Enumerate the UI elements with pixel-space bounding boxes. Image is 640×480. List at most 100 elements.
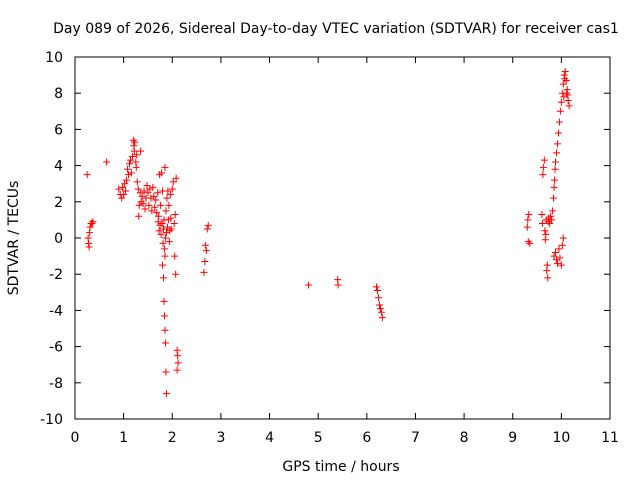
data-point xyxy=(556,254,564,262)
y-tick-label: 8 xyxy=(54,86,63,102)
data-point xyxy=(542,230,550,238)
data-point xyxy=(128,153,136,161)
x-tick-label: 6 xyxy=(362,430,371,446)
data-point xyxy=(89,218,97,226)
data-point xyxy=(160,312,168,320)
data-point xyxy=(137,147,145,155)
data-point xyxy=(137,198,145,206)
data-point xyxy=(140,187,148,195)
data-point xyxy=(145,201,153,209)
x-tick-label: 0 xyxy=(71,430,80,446)
data-point xyxy=(133,178,141,186)
data-point xyxy=(150,192,158,200)
data-point xyxy=(152,196,160,204)
data-point xyxy=(168,185,176,193)
data-point xyxy=(172,270,180,278)
x-tick-label: 7 xyxy=(411,430,420,446)
y-tick-label: -8 xyxy=(49,376,63,392)
data-point xyxy=(162,390,170,398)
data-point xyxy=(143,182,151,190)
data-point xyxy=(162,229,170,237)
data-point xyxy=(125,171,132,179)
data-point xyxy=(118,194,126,202)
data-point xyxy=(201,258,209,266)
y-tick-labels: -10 -8 -6 -4 -2 0 2 4 6 8 10 xyxy=(40,50,63,428)
data-point xyxy=(201,241,209,249)
data-point xyxy=(151,203,159,211)
data-point xyxy=(557,261,565,269)
data-point xyxy=(160,297,168,305)
data-point xyxy=(159,239,167,247)
data-point xyxy=(523,223,531,231)
data-point xyxy=(166,191,174,199)
data-point xyxy=(161,339,169,347)
x-tick-label: 11 xyxy=(601,430,619,446)
data-point xyxy=(123,176,131,184)
data-point xyxy=(544,274,552,282)
data-point xyxy=(169,178,177,186)
data-point xyxy=(161,163,169,171)
data-point xyxy=(157,201,165,209)
x-tick-label: 8 xyxy=(460,430,469,446)
data-point xyxy=(552,248,560,256)
data-point xyxy=(377,308,385,316)
data-point xyxy=(304,281,312,289)
data-point xyxy=(547,212,555,220)
y-tick-label: 4 xyxy=(54,159,63,175)
data-point xyxy=(121,180,129,188)
data-point xyxy=(160,245,168,253)
data-point xyxy=(551,176,559,184)
data-point xyxy=(558,241,566,249)
data-point xyxy=(375,301,383,309)
data-point xyxy=(540,156,548,164)
x-axis-title: GPS time / hours xyxy=(282,459,399,475)
data-point xyxy=(170,220,178,228)
data-point xyxy=(85,243,93,251)
data-point xyxy=(156,221,164,229)
data-point xyxy=(555,118,563,126)
data-point xyxy=(200,268,208,276)
data-point xyxy=(153,209,161,217)
data-point xyxy=(173,366,181,374)
data-point xyxy=(562,77,570,85)
data-point xyxy=(546,220,554,228)
data-point xyxy=(203,225,211,233)
data-point xyxy=(174,352,182,360)
data-point xyxy=(550,194,558,202)
data-point xyxy=(563,89,571,97)
data-point xyxy=(125,160,133,168)
x-tick-label: 9 xyxy=(508,430,517,446)
data-point xyxy=(135,212,143,220)
data-point xyxy=(136,189,144,197)
data-point xyxy=(556,107,564,115)
x-tick-label: 3 xyxy=(216,430,225,446)
data-point xyxy=(86,223,94,231)
data-point xyxy=(167,225,175,233)
x-tick-label: 1 xyxy=(119,430,128,446)
data-point xyxy=(553,140,561,148)
data-point xyxy=(373,283,381,291)
data-point xyxy=(378,314,386,322)
data-point xyxy=(148,207,156,215)
data-point xyxy=(548,216,556,224)
y-tick-label: -6 xyxy=(49,340,63,356)
data-point xyxy=(162,207,170,215)
data-point xyxy=(160,225,168,233)
data-point xyxy=(171,210,179,218)
data-point xyxy=(135,201,143,209)
data-point xyxy=(560,93,568,101)
axis-ticks xyxy=(74,56,611,420)
data-point xyxy=(157,230,165,238)
data-point xyxy=(127,169,135,177)
data-point xyxy=(550,252,558,260)
data-point xyxy=(553,256,560,264)
data-point xyxy=(163,223,171,231)
data-point xyxy=(538,220,546,228)
data-point xyxy=(161,326,169,334)
data-point xyxy=(551,165,559,173)
data-point xyxy=(122,187,130,195)
data-point xyxy=(559,80,567,88)
data-point xyxy=(155,212,163,220)
data-point xyxy=(155,227,163,235)
data-point xyxy=(120,191,128,199)
